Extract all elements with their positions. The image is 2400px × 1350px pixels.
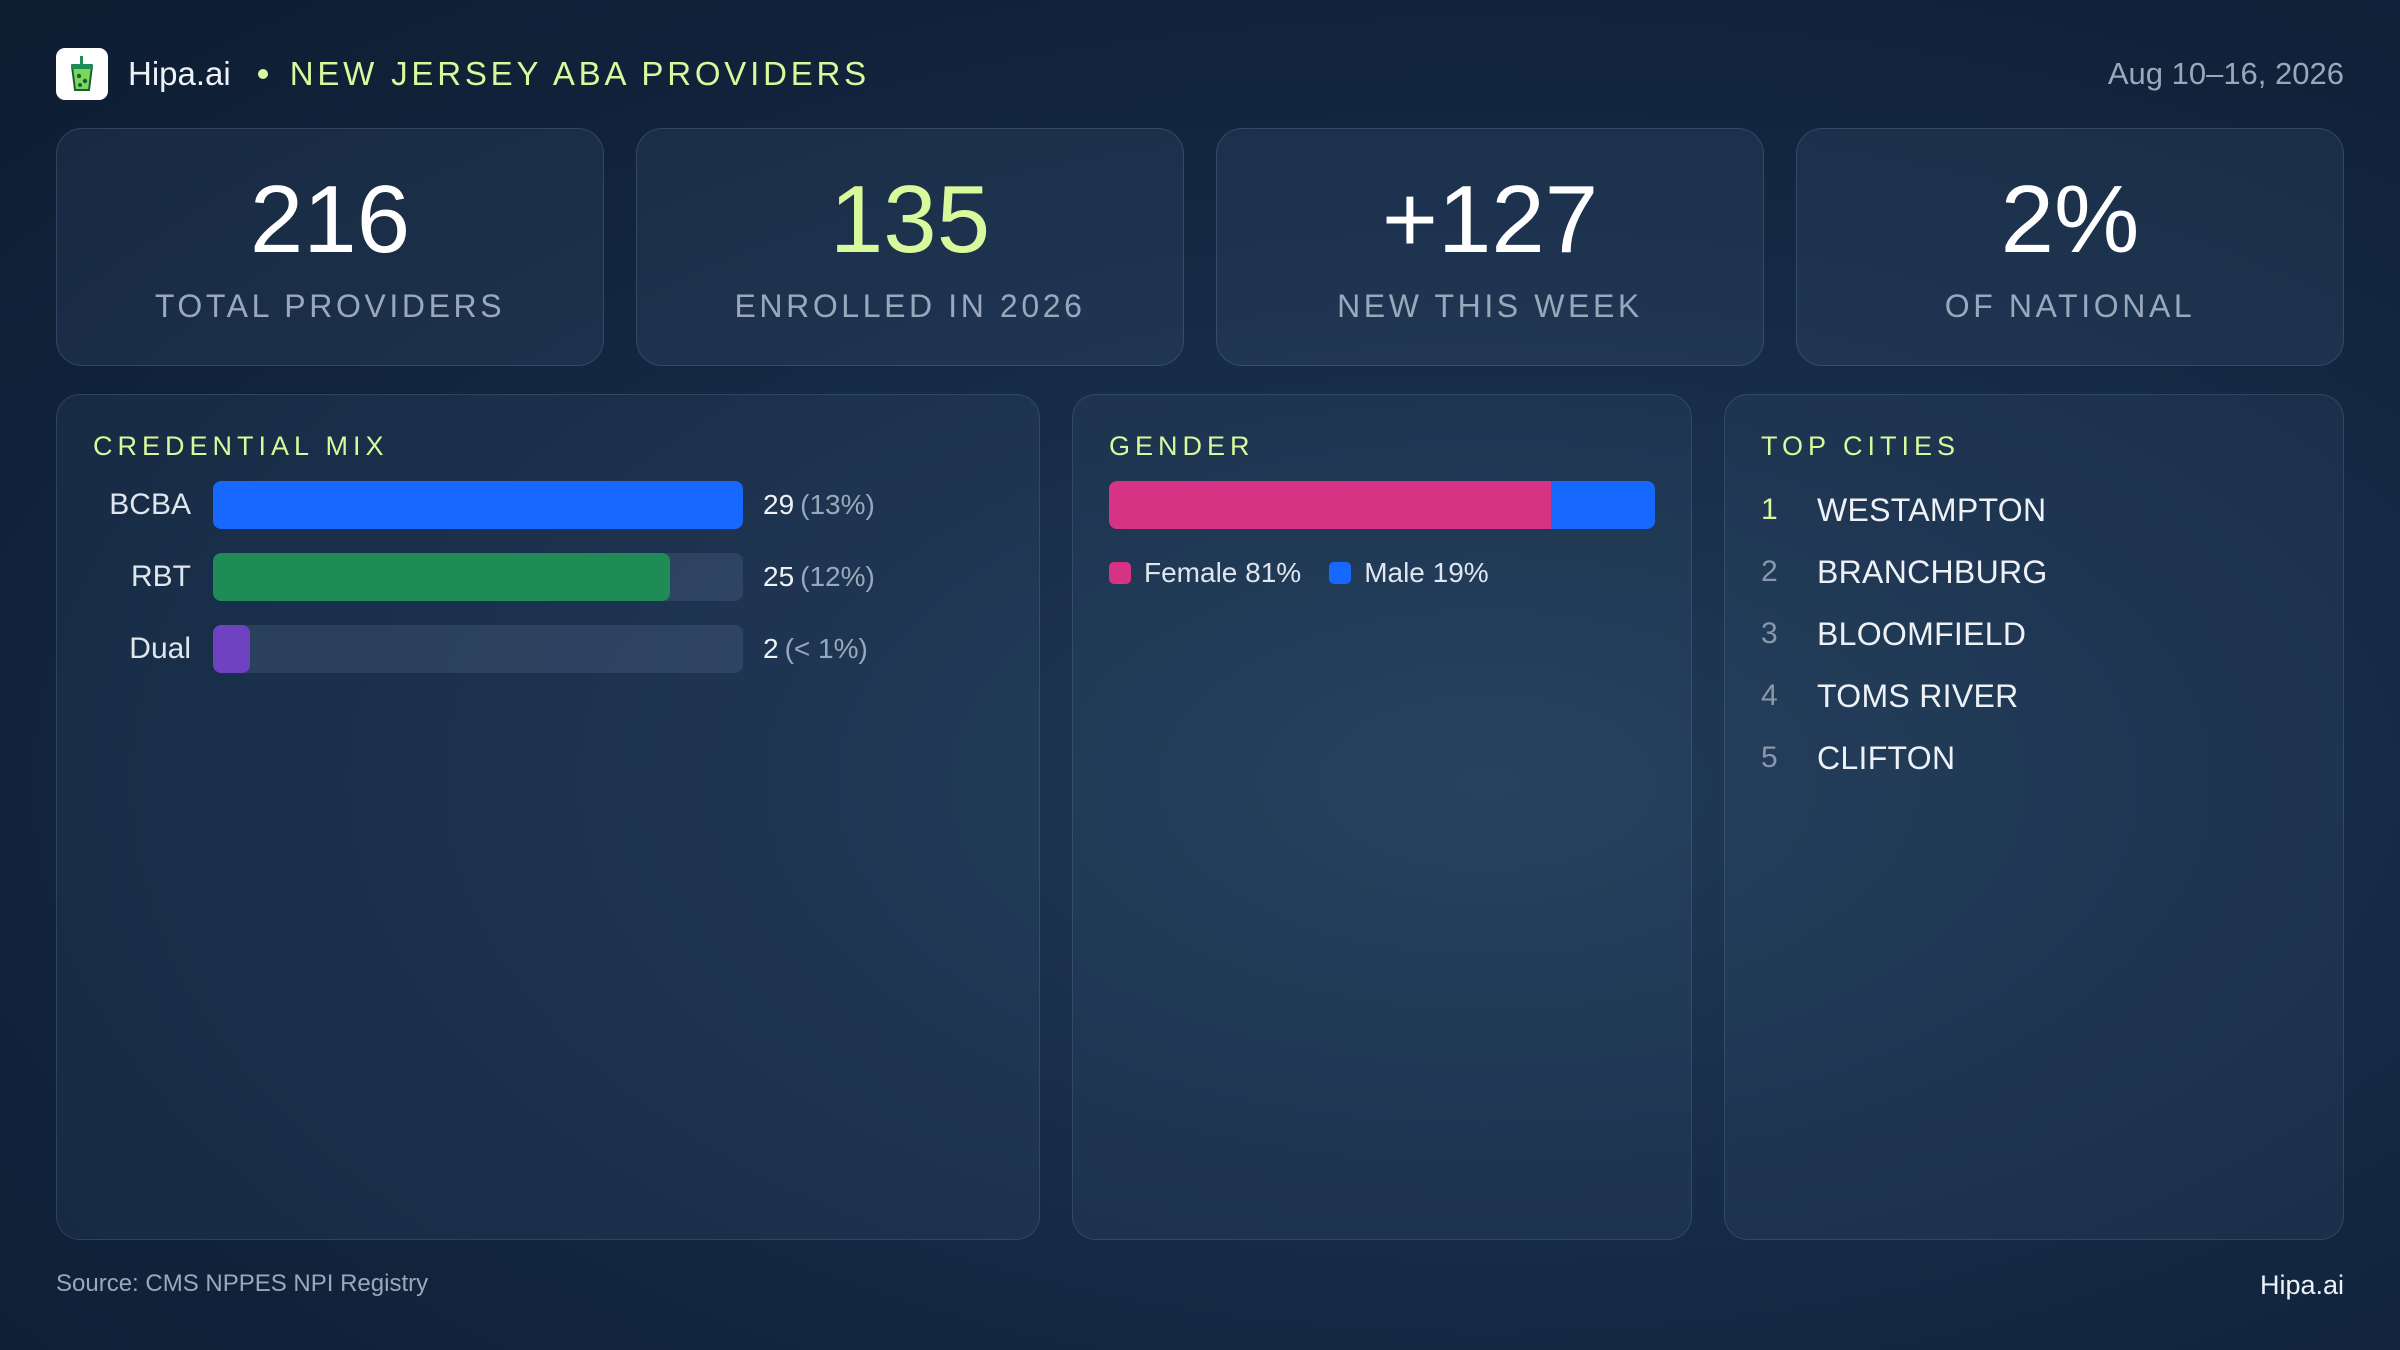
kpi-value: +127 bbox=[1381, 165, 1599, 273]
count: 29 bbox=[763, 489, 795, 520]
bar-fill bbox=[213, 553, 670, 601]
legend-label: Female 81% bbox=[1144, 557, 1302, 588]
city-rank: 3 bbox=[1761, 617, 1778, 650]
city-rank: 5 bbox=[1761, 741, 1778, 774]
kpi-card-total-providers: 216 TOTAL PROVIDERS bbox=[56, 128, 604, 366]
kpi-value: 2% bbox=[2000, 165, 2140, 273]
kpi-value: 135 bbox=[829, 165, 991, 273]
credential-label: Dual bbox=[129, 632, 191, 665]
legend-item-female: Female 81% bbox=[1109, 557, 1301, 589]
city-name: WESTAMPTON bbox=[1817, 491, 2047, 528]
bar-track bbox=[213, 625, 743, 673]
credential-row-dual: Dual 2 (< 1%) bbox=[57, 625, 1039, 673]
legend-label: Male 19% bbox=[1364, 557, 1489, 588]
brand-name: Hipa.ai bbox=[128, 55, 231, 92]
gender-legend: Female 81% Male 19% bbox=[1109, 557, 1517, 589]
credential-label: RBT bbox=[131, 560, 191, 593]
kpi-label: TOTAL PROVIDERS bbox=[154, 287, 506, 324]
page-title: NEW JERSEY ABA PROVIDERS bbox=[289, 55, 870, 92]
bar-fill bbox=[213, 481, 743, 529]
panel-title: GENDER bbox=[1109, 431, 1255, 461]
city-rank: 4 bbox=[1761, 679, 1778, 712]
top-cities-panel: TOP CITIES 1 WESTAMPTON 2 BRANCHBURG 3 B… bbox=[1724, 394, 2344, 1240]
list-item: 2 BRANCHBURG bbox=[1761, 541, 2048, 603]
city-name: TOMS RIVER bbox=[1817, 677, 2019, 714]
bar-fill bbox=[213, 625, 250, 673]
list-item: 1 WESTAMPTON bbox=[1761, 479, 2048, 541]
kpi-card-of-national: 2% OF NATIONAL bbox=[1796, 128, 2344, 366]
credential-row-bcba: BCBA 29 (13%) bbox=[57, 481, 1039, 529]
cup-icon bbox=[56, 48, 108, 100]
city-name: CLIFTON bbox=[1817, 739, 1956, 776]
city-name: BLOOMFIELD bbox=[1817, 615, 2027, 652]
separator-dot bbox=[257, 69, 268, 79]
credential-label: BCBA bbox=[109, 488, 191, 521]
header: Hipa.ai NEW JERSEY ABA PROVIDERS Aug 10–… bbox=[56, 46, 2344, 102]
kpi-row: 216 TOTAL PROVIDERS 135 ENROLLED IN 2026… bbox=[56, 128, 2344, 366]
gender-segment-female bbox=[1109, 481, 1552, 529]
panel-title: CREDENTIAL MIX bbox=[93, 431, 389, 461]
city-rank: 1 bbox=[1761, 493, 1778, 526]
list-item: 4 TOMS RIVER bbox=[1761, 665, 2048, 727]
credential-value: 29 (13%) bbox=[763, 481, 875, 529]
kpi-label: NEW THIS WEEK bbox=[1337, 287, 1643, 324]
city-name: BRANCHBURG bbox=[1817, 553, 2048, 590]
credential-row-rbt: RBT 25 (12%) bbox=[57, 553, 1039, 601]
bar-track bbox=[213, 481, 743, 529]
legend-swatch bbox=[1329, 562, 1352, 584]
gender-bar bbox=[1109, 481, 1655, 529]
panel-title: TOP CITIES bbox=[1761, 431, 1961, 461]
percent: (12%) bbox=[800, 561, 875, 592]
legend-item-male: Male 19% bbox=[1329, 557, 1489, 589]
kpi-card-new-this-week: +127 NEW THIS WEEK bbox=[1216, 128, 1764, 366]
list-item: 3 BLOOMFIELD bbox=[1761, 603, 2048, 665]
percent: (13%) bbox=[800, 489, 875, 520]
kpi-label: OF NATIONAL bbox=[1944, 287, 2196, 324]
percent: (< 1%) bbox=[784, 633, 868, 664]
count: 25 bbox=[763, 561, 795, 592]
gender-panel: GENDER Female 81% Male 19% bbox=[1072, 394, 1692, 1240]
footer-brand: Hipa.ai bbox=[2259, 1270, 2344, 1300]
source-note: Source: CMS NPPES NPI Registry bbox=[56, 1270, 429, 1297]
credential-value: 25 (12%) bbox=[763, 553, 875, 601]
city-rank: 2 bbox=[1761, 555, 1778, 588]
kpi-card-enrolled: 135 ENROLLED IN 2026 bbox=[636, 128, 1184, 366]
count: 2 bbox=[763, 633, 779, 664]
credential-mix-panel: CREDENTIAL MIX BCBA 29 (13%) RBT 25 (12%) … bbox=[56, 394, 1040, 1240]
legend-swatch bbox=[1109, 562, 1131, 584]
kpi-value: 216 bbox=[249, 165, 411, 273]
city-list: 1 WESTAMPTON 2 BRANCHBURG 3 BLOOMFIELD 4… bbox=[1761, 479, 2048, 789]
bar-track bbox=[213, 553, 743, 601]
credential-value: 2 (< 1%) bbox=[763, 625, 868, 673]
gender-segment-male bbox=[1551, 481, 1655, 529]
brand-group: Hipa.ai NEW JERSEY ABA PROVIDERS bbox=[56, 48, 870, 100]
date-range: Aug 10–16, 2026 bbox=[2107, 56, 2344, 91]
list-item: 5 CLIFTON bbox=[1761, 727, 2048, 789]
kpi-label: ENROLLED IN 2026 bbox=[734, 287, 1086, 324]
